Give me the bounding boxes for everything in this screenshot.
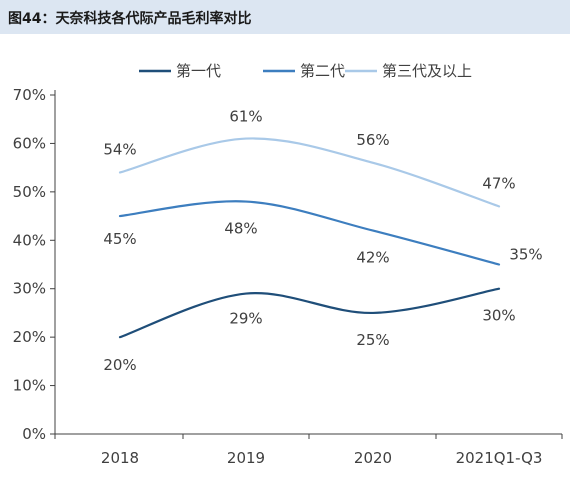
data-label: 48%: [224, 220, 257, 238]
y-tick-label: 20%: [13, 328, 46, 346]
y-tick-label: 30%: [13, 280, 46, 298]
x-tick-label: 2019: [227, 449, 265, 467]
data-label: 25%: [356, 331, 389, 349]
legend-label: 第三代及以上: [382, 62, 472, 80]
data-label: 20%: [103, 356, 136, 374]
data-label: 54%: [103, 140, 136, 158]
figure-title: 图44：天奈科技各代际产品毛利率对比: [8, 11, 252, 27]
legend-label: 第二代: [300, 62, 345, 80]
legend-label: 第一代: [176, 62, 221, 80]
data-label: 56%: [356, 131, 389, 149]
series-line-3: [118, 137, 501, 208]
data-label: 30%: [482, 307, 515, 325]
series-line-2: [118, 200, 501, 266]
y-tick-label: 10%: [13, 377, 46, 395]
y-tick-label: 70%: [13, 86, 46, 104]
figure-title-bar: 图44：天奈科技各代际产品毛利率对比: [0, 0, 570, 34]
data-label: 42%: [356, 249, 389, 267]
data-label: 29%: [229, 310, 262, 328]
data-label: 45%: [103, 230, 136, 248]
y-tick-label: 60%: [13, 134, 46, 152]
data-label: 35%: [509, 246, 542, 264]
series-line-1: [118, 287, 501, 339]
data-label: 61%: [229, 108, 262, 126]
x-tick-label: 2021Q1-Q3: [456, 449, 543, 467]
data-label: 47%: [482, 174, 515, 192]
x-tick-label: 2018: [101, 449, 139, 467]
y-tick-label: 0%: [22, 425, 46, 443]
y-tick-label: 50%: [13, 183, 46, 201]
x-tick-label: 2020: [354, 449, 392, 467]
y-tick-label: 40%: [13, 231, 46, 249]
